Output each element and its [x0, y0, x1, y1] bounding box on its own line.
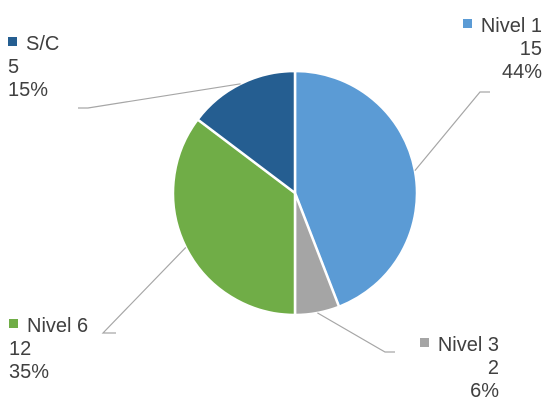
nivel-6-name: Nivel 6	[27, 315, 89, 337]
pie-slice-s-c	[196, 69, 297, 195]
nivel-3-value: 2	[487, 357, 499, 379]
leader-line-nivel-6	[101, 246, 187, 334]
nivel-1-name: Nivel 1	[480, 15, 542, 37]
nivel-3-percent: 6%	[470, 380, 499, 402]
nivel-6-percent: 35%	[9, 361, 50, 383]
leader-line-s-c	[78, 83, 241, 109]
nivel-1-percent: 44%	[501, 61, 542, 83]
data-label-nivel-6: Nivel 6 12 35%	[9, 315, 88, 384]
s-c-name: S/C	[26, 33, 60, 55]
data-label-nivel-3: Nivel 3 2 6%	[419, 334, 499, 403]
data-label-nivel-1: Nivel 1 15 44%	[462, 15, 542, 84]
pie-slice-nivel-1	[293, 69, 419, 309]
nivel-3-swatch	[419, 338, 429, 347]
nivel-1-swatch	[462, 19, 472, 28]
s-c-percent: 15%	[8, 79, 49, 101]
nivel-6-swatch	[9, 319, 18, 328]
s-c-value: 5	[8, 56, 20, 78]
nivel-1-value: 15	[519, 38, 542, 60]
s-c-swatch	[8, 37, 17, 46]
pie-slices	[171, 69, 419, 317]
leader-lines	[78, 83, 490, 353]
leader-line-nivel-1	[414, 91, 490, 171]
leader-line-nivel-3	[317, 312, 395, 353]
nivel-6-value: 12	[9, 338, 32, 360]
pie-slice-nivel-6	[171, 118, 297, 317]
data-label-s-c: S/C 5 15%	[8, 33, 59, 102]
nivel-3-name: Nivel 3	[437, 334, 499, 356]
